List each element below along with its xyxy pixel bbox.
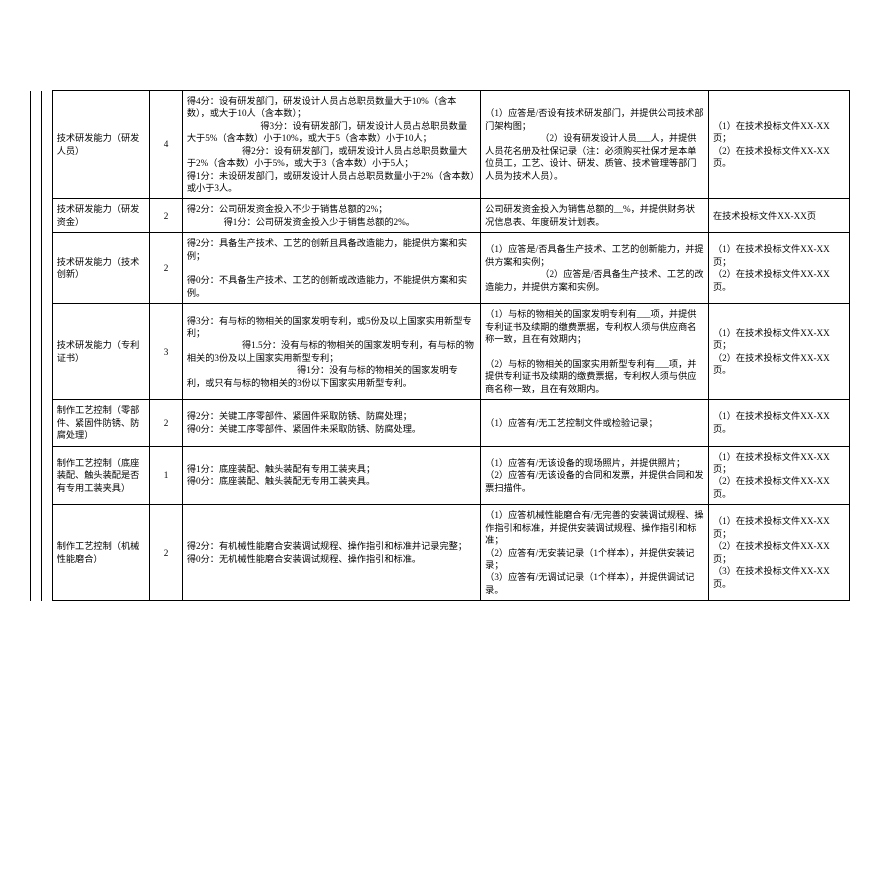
item-criteria: 得1分：底座装配、触头装配有专用工装夹具； 得0分：底座装配、触头装配无专用工装…	[182, 446, 480, 505]
item-name: 制作工艺控制（机械性能磨合）	[52, 505, 150, 601]
item-criteria: 得2分：关键工序零部件、紧固件采取防锈、防腐处理； 得0分：关键工序零部件、紧固…	[182, 400, 480, 446]
item-name: 制作工艺控制（底座装配、触头装配是否有专用工装夹具）	[52, 446, 150, 505]
item-requirement: （1）应答机械性能磨合有/无完善的安装调试规程、操作指引和标准，并提供安装调试规…	[481, 505, 709, 601]
item-requirement: （1）应答是/否设有技术研发部门，并提供公司技术部门架构图； （2）设有研发设计…	[481, 91, 709, 199]
item-requirement: （1）应答是/否具备生产技术、工艺的创新能力，并提供方案和实例； （2）应答是/…	[481, 233, 709, 304]
item-note: 在技术投标文件XX-XX页	[708, 199, 849, 233]
item-note: （1）在技术投标文件XX-XX页； （2）在技术投标文件XX-XX页。	[708, 446, 849, 505]
item-criteria: 得3分：有与标的物相关的国家发明专利，或5份及以上国家实用新型专利； 得1.5分…	[182, 304, 480, 400]
item-requirement: （1）与标的物相关的国家发明专利有___项，并提供专利证书及续期的缴费票据，专利…	[481, 304, 709, 400]
item-name: 技术研发能力（研发人员）	[52, 91, 150, 199]
item-score: 2	[150, 505, 183, 601]
item-criteria: 得2分：具备生产技术、工艺的创新且具备改造能力，能提供方案和实例； 得0分：不具…	[182, 233, 480, 304]
item-requirement: （1）应答有/无工艺控制文件或检验记录；	[481, 400, 709, 446]
item-note: （1）在技术投标文件XX-XX页； （2）在技术投标文件XX-XX页。	[708, 304, 849, 400]
item-name: 技术研发能力（技术创新）	[52, 233, 150, 304]
item-criteria: 得2分：公司研发资金投入不少于销售总额的2%； 得1分：公司研发资金投入少于销售…	[182, 199, 480, 233]
evaluation-table: 技术研发能力（研发人员）4得4分：设有研发部门，研发设计人员占总职员数量大于10…	[30, 90, 850, 601]
outer-spanner-b	[41, 91, 52, 601]
item-requirement: （1）应答有/无该设备的现场照片，并提供照片； （2）应答有/无该设备的合同和发…	[481, 446, 709, 505]
item-criteria: 得4分：设有研发部门，研发设计人员占总职员数量大于10%（含本数），或大于10人…	[182, 91, 480, 199]
item-score: 2	[150, 199, 183, 233]
item-note: （1）在技术投标文件XX-XX页； （2）在技术投标文件XX-XX页。	[708, 91, 849, 199]
item-score: 2	[150, 233, 183, 304]
item-score: 1	[150, 446, 183, 505]
item-name: 制作工艺控制（零部件、紧固件防锈、防腐处理）	[52, 400, 150, 446]
item-name: 技术研发能力（研发资金）	[52, 199, 150, 233]
item-note: （1）在技术投标文件XX-XX页； （2）在技术投标文件XX-XX页； （3）在…	[708, 505, 849, 601]
outer-spanner-a	[31, 91, 42, 601]
item-note: （1）在技术投标文件XX-XX页； （2）在技术投标文件XX-XX页。	[708, 233, 849, 304]
item-note: （1）在技术投标文件XX-XX页。	[708, 400, 849, 446]
item-criteria: 得2分：有机械性能磨合安装调试规程、操作指引和标准并记录完整； 得0分：无机械性…	[182, 505, 480, 601]
item-score: 3	[150, 304, 183, 400]
item-score: 2	[150, 400, 183, 446]
item-score: 4	[150, 91, 183, 199]
item-requirement: 公司研发资金投入为销售总额的__%，并提供财务状况信息表、年度研发计划表。	[481, 199, 709, 233]
item-name: 技术研发能力（专利证书）	[52, 304, 150, 400]
